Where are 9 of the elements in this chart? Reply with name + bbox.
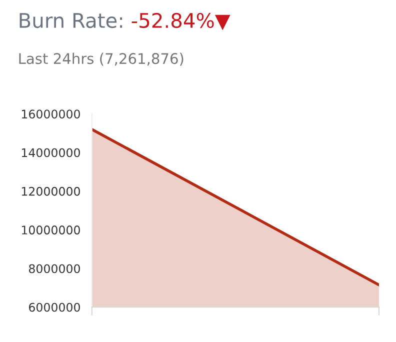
y-tick-label: 10000000 bbox=[22, 226, 80, 234]
chart-title: Burn Rate: bbox=[20, 13, 122, 28]
chart-subtitle: Last 24hrs (7,261,876) bbox=[19, 52, 184, 66]
y-tick-label: 8000000 bbox=[28, 264, 80, 274]
y-tick-label: 12000000 bbox=[22, 186, 80, 196]
text: -52.84%▼ bbox=[132, 12, 230, 30]
y-tick-label: 16000000 bbox=[22, 110, 80, 119]
y-tick-label: 6000000 bbox=[29, 302, 80, 312]
y-tick-label: 14000000 bbox=[22, 148, 80, 158]
